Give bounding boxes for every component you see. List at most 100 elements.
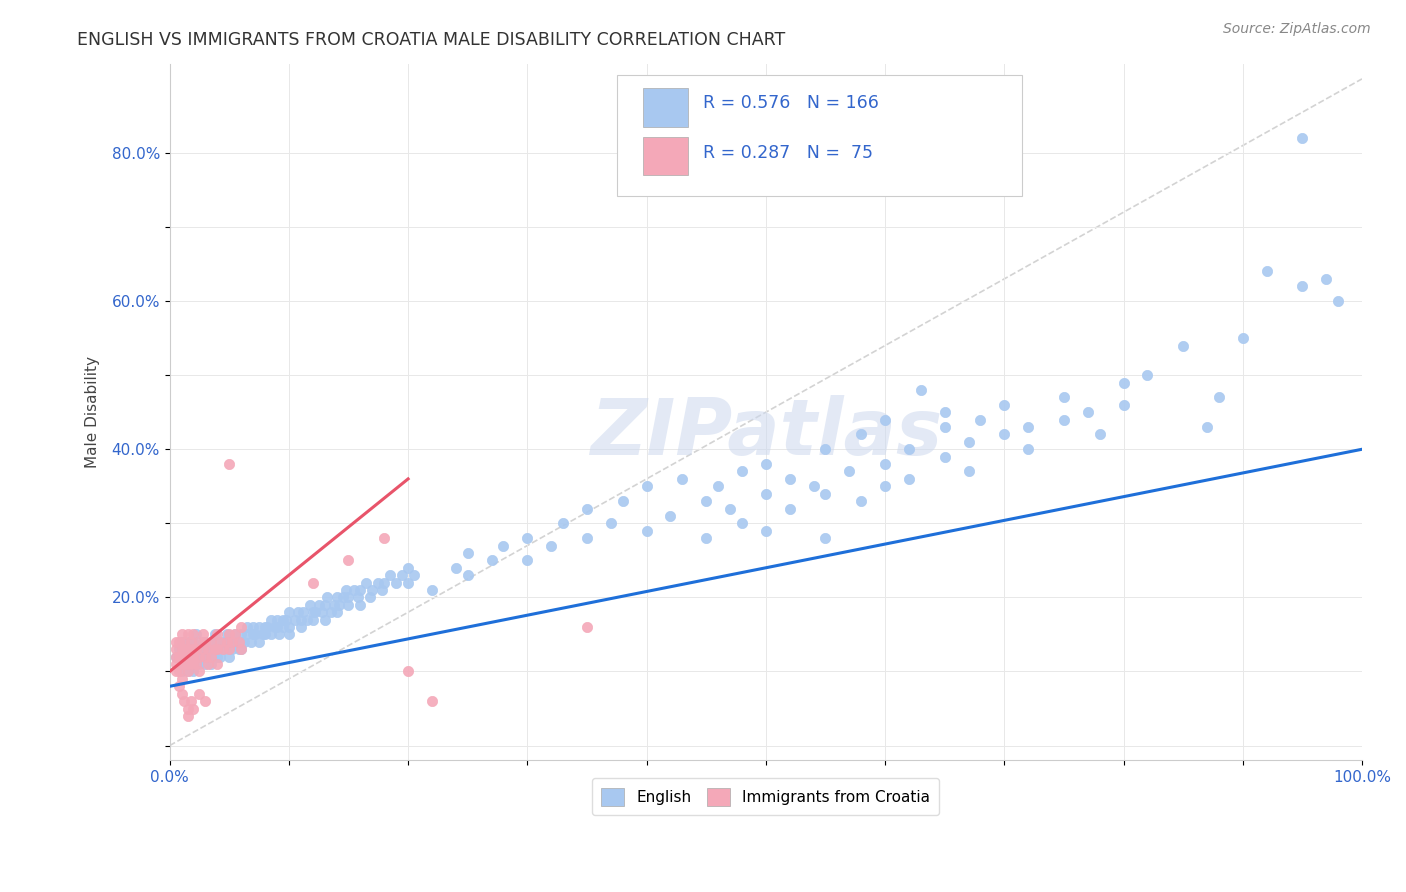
Point <box>718 501 741 516</box>
Point <box>299 598 322 612</box>
Point <box>218 457 240 471</box>
Point <box>359 591 381 605</box>
Point <box>269 627 291 641</box>
Point <box>316 591 339 605</box>
Point <box>277 627 299 641</box>
Point <box>349 582 371 597</box>
Point <box>1256 264 1278 278</box>
Legend: English, Immigrants from Croatia: English, Immigrants from Croatia <box>592 779 939 815</box>
Point <box>304 605 326 619</box>
Point <box>575 531 598 545</box>
Point <box>1136 368 1159 383</box>
Point <box>873 479 896 493</box>
Point <box>420 582 443 597</box>
Point <box>1112 376 1135 390</box>
Point <box>337 553 360 567</box>
Point <box>1112 398 1135 412</box>
Point <box>173 642 195 657</box>
Point <box>188 649 211 664</box>
Point <box>301 613 323 627</box>
Point <box>215 627 238 641</box>
Point <box>396 561 419 575</box>
Point <box>170 642 193 657</box>
Point <box>671 472 693 486</box>
Point <box>814 442 837 457</box>
Point <box>779 501 801 516</box>
Point <box>851 427 873 442</box>
Point <box>256 620 278 634</box>
Point <box>325 591 347 605</box>
Point <box>218 642 240 657</box>
Point <box>253 620 276 634</box>
Point <box>457 568 479 582</box>
Point <box>184 657 207 671</box>
Point <box>180 635 202 649</box>
Point <box>208 635 231 649</box>
Point <box>385 575 408 590</box>
Point <box>328 598 350 612</box>
Point <box>659 508 682 523</box>
Point <box>371 582 394 597</box>
Point <box>218 642 240 657</box>
Point <box>194 642 217 657</box>
Point <box>755 457 778 471</box>
Point <box>207 649 229 664</box>
Point <box>343 582 366 597</box>
Point <box>323 598 346 612</box>
Point <box>183 701 205 715</box>
Point <box>993 427 1015 442</box>
Text: R = 0.287   N =  75: R = 0.287 N = 75 <box>703 145 873 162</box>
Point <box>1291 131 1313 145</box>
Point <box>184 642 207 657</box>
Point <box>183 627 205 641</box>
Point <box>367 575 389 590</box>
Point <box>231 642 253 657</box>
Point <box>301 575 323 590</box>
Point <box>212 635 235 649</box>
Point <box>337 591 360 605</box>
Point <box>194 657 217 671</box>
Point <box>165 665 187 679</box>
Point <box>231 642 253 657</box>
Point <box>188 649 211 664</box>
Point <box>391 568 413 582</box>
Point <box>183 642 205 657</box>
Point <box>167 649 190 664</box>
Point <box>228 642 250 657</box>
Point <box>183 649 205 664</box>
Point <box>176 657 198 671</box>
Point <box>1327 294 1350 309</box>
Point <box>814 531 837 545</box>
Point <box>200 649 222 664</box>
Point <box>253 627 276 641</box>
Point <box>167 635 190 649</box>
Point <box>188 657 211 671</box>
Point <box>170 657 193 671</box>
Point <box>277 605 299 619</box>
Point <box>232 635 254 649</box>
Point <box>242 620 264 634</box>
Point <box>200 657 222 671</box>
Point <box>224 627 246 641</box>
Point <box>260 627 283 641</box>
Point <box>934 450 956 464</box>
Point <box>180 694 202 708</box>
Point <box>373 575 395 590</box>
Point <box>170 665 193 679</box>
Point <box>290 613 312 627</box>
Point <box>516 553 538 567</box>
Point <box>636 524 658 538</box>
Point <box>332 591 354 605</box>
FancyBboxPatch shape <box>643 137 689 176</box>
Point <box>263 620 285 634</box>
Point <box>755 524 778 538</box>
Point <box>236 627 259 641</box>
Point <box>1017 420 1039 434</box>
Point <box>191 635 214 649</box>
Point <box>236 620 259 634</box>
Point <box>183 635 205 649</box>
Point <box>194 635 217 649</box>
Point <box>314 598 336 612</box>
Point <box>314 613 336 627</box>
Point <box>308 598 330 612</box>
